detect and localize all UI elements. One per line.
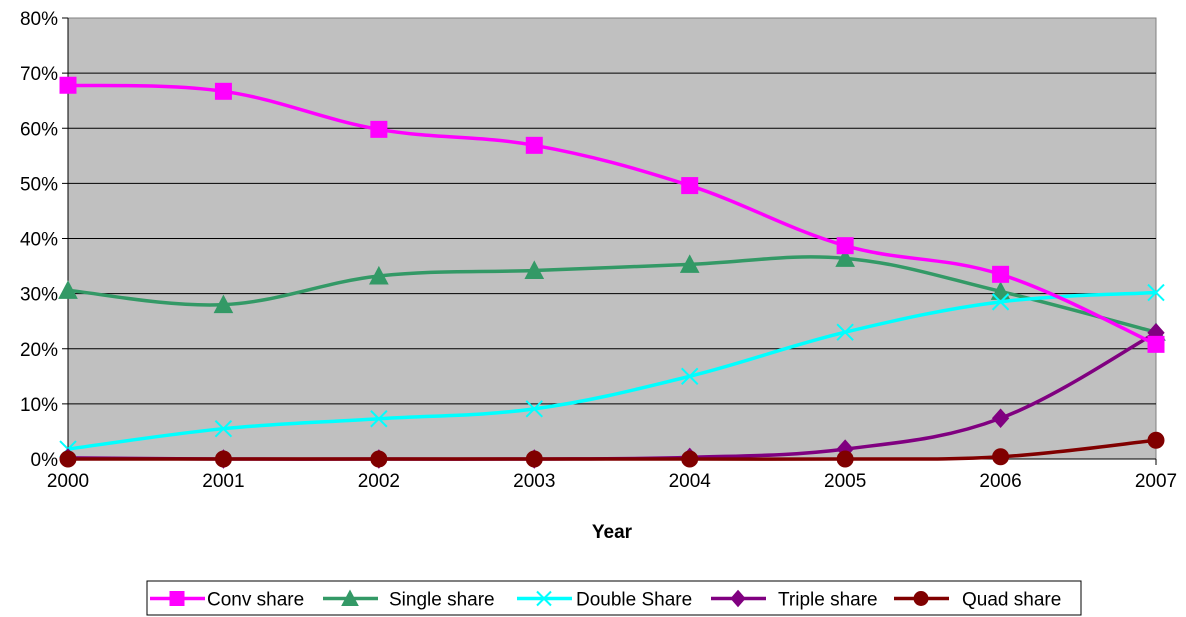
x-tick-label: 2000 (47, 471, 89, 492)
data-point (681, 177, 699, 195)
data-point (836, 237, 854, 255)
y-tick-label: 20% (20, 340, 58, 361)
data-point (370, 450, 388, 468)
x-tick-label: 2007 (1135, 471, 1177, 492)
x-tick-label: 2003 (513, 471, 555, 492)
x-tick-label: 2001 (202, 471, 244, 492)
legend-marker (730, 589, 746, 608)
series-quad-share (59, 431, 1165, 468)
legend-marker (536, 590, 552, 607)
x-axis-ticks: 2000 2001 2002 2003 2004 2005 2006 2007 (47, 459, 1177, 492)
data-point (213, 294, 234, 314)
y-tick-label: 10% (20, 395, 58, 416)
legend: Conv share Single share Double Share Triple… (146, 580, 1082, 616)
legend-item: Triple share (711, 590, 878, 611)
legend-item: Conv share (150, 590, 304, 611)
legend-label: Single share (389, 590, 495, 611)
legend-item: Double Share (517, 590, 692, 611)
y-tick-label: 30% (20, 285, 58, 306)
data-point (524, 260, 545, 279)
x-tick-label: 2005 (824, 471, 866, 492)
series-line (67, 255, 1157, 334)
gridlines (68, 72, 1156, 405)
x-axis-title: Year (592, 522, 633, 543)
data-point (1147, 283, 1165, 302)
data-point (835, 248, 855, 267)
data-point (525, 136, 543, 154)
series-group (58, 76, 1166, 469)
legend-marker (341, 589, 359, 606)
data-point (1147, 431, 1165, 449)
data-point (990, 281, 1011, 300)
legend-label: Double Share (576, 590, 692, 611)
y-tick-label: 70% (20, 64, 58, 85)
data-point (214, 419, 233, 438)
data-point (370, 120, 388, 138)
series-line (67, 290, 1157, 451)
x-tick-label: 2002 (358, 471, 400, 492)
x-tick-label: 2006 (979, 471, 1021, 492)
data-point (992, 265, 1010, 283)
data-point (991, 293, 1010, 311)
data-point (370, 410, 388, 428)
series-line (68, 438, 1157, 461)
series-conv-share (59, 76, 1165, 353)
y-tick-label: 80% (20, 9, 58, 30)
data-point (992, 448, 1010, 466)
legend-label: Triple share (778, 590, 878, 611)
data-point (1147, 335, 1165, 353)
series-line (67, 83, 1157, 346)
legend-item: Single share (323, 589, 495, 611)
data-point (681, 367, 699, 386)
y-tick-label: 60% (20, 119, 58, 140)
legend-marker (169, 591, 185, 606)
data-point (991, 408, 1010, 428)
data-point (58, 280, 78, 299)
data-point (836, 450, 854, 468)
legend-label: Conv share (207, 590, 304, 611)
data-point (214, 82, 232, 100)
y-tick-label: 50% (20, 174, 58, 195)
data-point (59, 76, 77, 94)
data-point (214, 450, 232, 468)
data-point (525, 400, 543, 418)
x-tick-label: 2004 (669, 471, 712, 492)
legend-marker (913, 591, 929, 606)
y-tick-label: 0% (31, 450, 59, 471)
data-point (679, 254, 700, 273)
data-point (59, 450, 77, 468)
legend-label: Quad share (962, 590, 1061, 611)
data-point (681, 450, 699, 468)
data-point (836, 323, 854, 341)
data-point (369, 265, 389, 285)
legend-item: Quad share (894, 590, 1061, 611)
y-tick-label: 40% (20, 230, 58, 251)
data-point (525, 450, 543, 468)
